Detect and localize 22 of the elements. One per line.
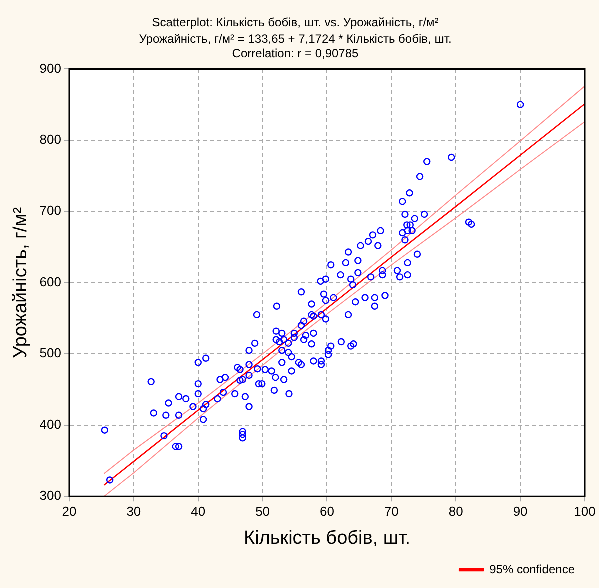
y-tick-label: 900 xyxy=(40,60,62,76)
text: Correlation: r = 0,90785 xyxy=(232,46,360,60)
x-tick-label: 60 xyxy=(320,504,334,519)
x-tick-label: 80 xyxy=(448,504,464,519)
chart-subtitle: Урожайність, г/м² = 133,65 + 7,1724 * Кількість бобів, шт. xyxy=(139,32,452,46)
y-tick-label: 300 xyxy=(40,488,62,504)
y-tick-label: 500 xyxy=(40,346,62,361)
x-tick-label: 100 xyxy=(574,504,596,519)
x-tick-label: 90 xyxy=(513,504,528,519)
x-axis-title: Кількість бобів, шт. xyxy=(244,528,411,549)
x-tick-label: 40 xyxy=(191,504,206,519)
y-axis-title: Урожайність, г/м² xyxy=(10,207,32,358)
y-tick-label: 800 xyxy=(40,132,62,148)
x-tick-label: 50 xyxy=(256,504,270,519)
chart-title: Scatterplot: Кількість бобів, шт. vs. Урожайність, г/м² xyxy=(152,16,439,30)
y-tick-label: 700 xyxy=(40,203,62,218)
y-tick-label: 400 xyxy=(40,416,62,432)
y-tick-label: 600 xyxy=(40,274,62,290)
x-tick-label: 70 xyxy=(384,504,399,519)
x-tick-label: 30 xyxy=(126,504,142,519)
legend-label: 95% confidence xyxy=(490,562,576,576)
x-tick-label: 20 xyxy=(62,504,77,519)
